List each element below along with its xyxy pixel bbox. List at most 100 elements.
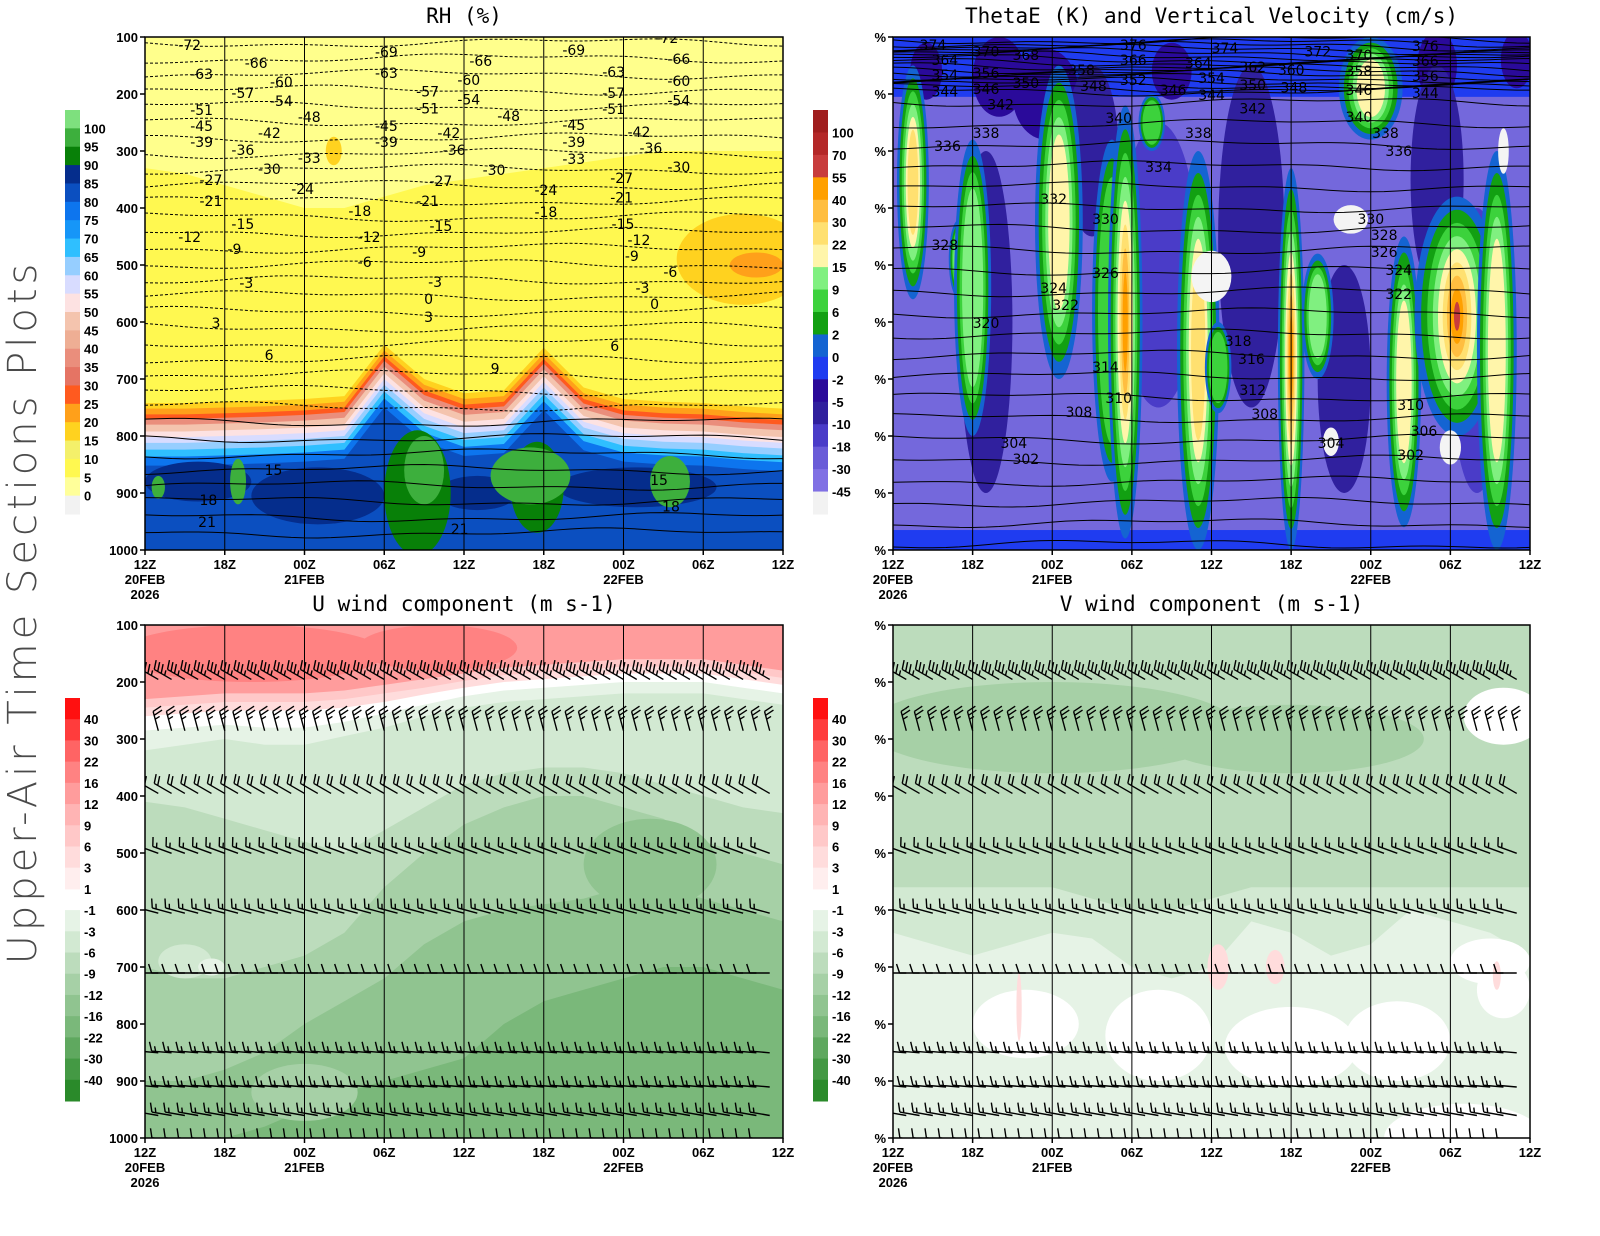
wind-barb bbox=[217, 898, 239, 914]
wind-barb bbox=[1299, 774, 1319, 795]
wind-barb bbox=[981, 774, 1000, 795]
wind-barb bbox=[402, 1102, 425, 1117]
wind-barb bbox=[658, 774, 678, 795]
wind-barb bbox=[1335, 1128, 1344, 1138]
wind-barb bbox=[1020, 774, 1040, 795]
wind-barb bbox=[321, 1041, 345, 1054]
wind-barb bbox=[1042, 1041, 1066, 1054]
wind-barb bbox=[1484, 705, 1495, 731]
colorbar-label: 3 bbox=[84, 861, 91, 876]
colorbar: 1009590858075706560555045403530252015105… bbox=[65, 110, 106, 515]
wind-barb bbox=[1099, 836, 1119, 854]
x-tick-label: 12Z bbox=[1519, 1145, 1541, 1160]
wind-barb bbox=[499, 660, 518, 681]
contour-label: -63 bbox=[190, 67, 213, 83]
wind-barb bbox=[1162, 1041, 1186, 1054]
contour-label: -21 bbox=[199, 194, 222, 210]
wind-barb bbox=[1256, 1128, 1265, 1138]
wind-barb bbox=[1415, 1102, 1438, 1117]
wind-barb bbox=[1055, 1041, 1079, 1054]
wind-barb bbox=[1405, 660, 1425, 681]
wind-barb bbox=[1429, 898, 1451, 914]
wind-barb bbox=[928, 660, 947, 681]
colorbar-swatch bbox=[65, 256, 80, 276]
wind-barb bbox=[338, 705, 349, 731]
wind-barb bbox=[1189, 1128, 1198, 1138]
contour-label: -48 bbox=[497, 109, 520, 125]
x-date-label: 20FEB bbox=[125, 572, 165, 587]
wind-barb bbox=[1362, 1102, 1385, 1117]
wind-barb bbox=[1188, 1041, 1212, 1054]
wind-barb bbox=[1427, 1075, 1451, 1088]
wind-barb bbox=[1233, 660, 1252, 681]
wind-barb bbox=[1350, 898, 1371, 914]
wind-barb bbox=[695, 898, 717, 914]
wind-barb bbox=[1498, 660, 1518, 681]
wind-barb bbox=[900, 836, 920, 854]
wind-barb bbox=[1109, 1041, 1132, 1054]
wind-barb bbox=[456, 898, 478, 914]
wind-barb bbox=[643, 836, 664, 854]
wind-barb bbox=[1166, 660, 1186, 681]
y-tick-label: 900 bbox=[116, 1074, 138, 1089]
wind-barb bbox=[244, 898, 265, 914]
wind-barb bbox=[325, 705, 336, 731]
wind-barb bbox=[746, 1075, 770, 1088]
colorbar-label: 55 bbox=[832, 170, 846, 185]
wind-barb bbox=[431, 836, 451, 854]
wind-barb bbox=[485, 774, 505, 795]
contour-label: 21 bbox=[198, 515, 216, 531]
y-tick-label: 900 bbox=[116, 486, 138, 501]
wind-barb bbox=[232, 705, 243, 731]
plot-area: 3743643543443703563463683503423383363583… bbox=[893, 37, 1530, 550]
contour-label: -3 bbox=[428, 275, 442, 291]
wind-barb bbox=[1255, 1075, 1278, 1088]
field-cell bbox=[1016, 972, 1022, 1042]
wind-barb bbox=[1042, 1075, 1066, 1088]
wind-barb bbox=[1496, 898, 1517, 914]
wind-barb bbox=[587, 1041, 611, 1054]
colorbar-swatch bbox=[813, 761, 828, 784]
wind-barb bbox=[1084, 898, 1106, 914]
wind-barb bbox=[375, 1102, 398, 1117]
wind-barb bbox=[1457, 836, 1478, 854]
contour-label: -15 bbox=[231, 217, 254, 233]
x-tick-label: 00Z bbox=[293, 557, 315, 572]
wind-barb bbox=[937, 1102, 960, 1117]
wind-barb bbox=[1379, 660, 1398, 681]
colorbar-label: -40 bbox=[84, 1073, 103, 1088]
wind-barb bbox=[1483, 836, 1504, 854]
x-date-label: 20FEB bbox=[873, 572, 913, 587]
colorbar-swatch bbox=[65, 238, 80, 258]
wind-barb bbox=[1454, 1075, 1477, 1088]
wind-barb bbox=[564, 836, 584, 854]
wind-barb bbox=[1364, 836, 1385, 854]
wind-barb bbox=[472, 660, 491, 681]
colorbar-label: 90 bbox=[84, 158, 98, 173]
wind-barb bbox=[981, 660, 1000, 681]
wind-barb bbox=[950, 1128, 959, 1138]
wind-barb bbox=[1057, 1102, 1079, 1117]
y-tick-label: 400 bbox=[116, 201, 138, 216]
temperature-contour bbox=[145, 132, 783, 143]
wind-barb bbox=[1309, 1128, 1318, 1138]
wind-barb bbox=[911, 1102, 933, 1117]
contour-label: 6 bbox=[265, 348, 274, 364]
wind-barb bbox=[282, 1128, 291, 1138]
wind-barb bbox=[1031, 898, 1053, 914]
wind-barb bbox=[258, 705, 269, 731]
wind-barb bbox=[1389, 898, 1411, 914]
y-tick-label: % bbox=[874, 543, 886, 558]
wind-barb bbox=[286, 660, 305, 681]
wind-barb bbox=[1113, 660, 1133, 681]
wind-barb bbox=[1272, 705, 1283, 731]
y-tick-label: 400 bbox=[116, 789, 138, 804]
contour-label: -60 bbox=[457, 73, 480, 89]
wind-barb bbox=[578, 774, 598, 795]
y-tick-label: 300 bbox=[116, 144, 138, 159]
wind-barb bbox=[1072, 705, 1083, 731]
x-tick-label: 12Z bbox=[134, 1145, 156, 1160]
wind-barb bbox=[628, 1102, 651, 1117]
wind-barb bbox=[693, 1075, 717, 1088]
colorbar-label: -3 bbox=[832, 924, 844, 939]
